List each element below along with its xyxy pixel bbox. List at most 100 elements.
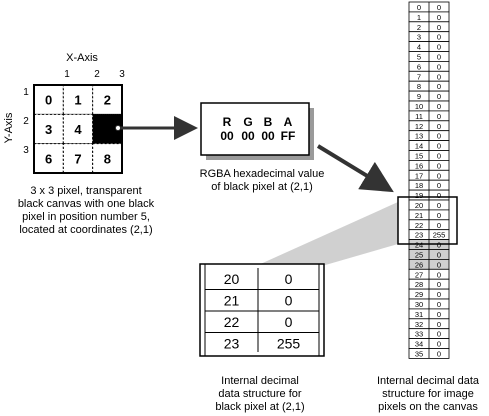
array-index-cell: 26 bbox=[415, 260, 423, 269]
array-value-cell: 0 bbox=[437, 241, 441, 250]
zoom-table-frame bbox=[199, 263, 325, 357]
array-value-cell: 0 bbox=[437, 251, 441, 260]
array-value-cell: 0 bbox=[437, 102, 441, 111]
grid-cell-label: 3 bbox=[45, 122, 52, 137]
zoom-value-cell: 0 bbox=[285, 271, 293, 287]
grid-cell-label: 4 bbox=[74, 122, 82, 137]
array-index-cell: 3 bbox=[417, 33, 421, 42]
array-index-cell: 4 bbox=[417, 43, 421, 52]
grid-cell-label: 1 bbox=[74, 93, 81, 108]
x-tick: 3 bbox=[119, 69, 125, 80]
array-index-cell: 17 bbox=[415, 171, 423, 180]
array-index-cell: 13 bbox=[415, 132, 423, 141]
array-value-cell: 255 bbox=[433, 231, 446, 240]
array-value-cell: 0 bbox=[437, 82, 441, 91]
zoom-index-cell: 22 bbox=[224, 314, 240, 330]
zoom-value-cell: 0 bbox=[285, 293, 293, 309]
array-value-cell: 0 bbox=[437, 181, 441, 190]
array-value-cell: 0 bbox=[437, 171, 441, 180]
rgba-channel-value: 00 bbox=[241, 129, 255, 143]
zoom-index-cell: 23 bbox=[224, 336, 240, 352]
array-index-cell: 35 bbox=[415, 350, 423, 359]
grid-cells: 0 1 2 3 4 5 6 7 8 bbox=[33, 84, 123, 174]
grid-cell-label: 2 bbox=[104, 93, 111, 108]
x-tick: 1 bbox=[64, 69, 70, 80]
rgba-box-frame bbox=[200, 102, 310, 156]
array-index-cell: 28 bbox=[415, 280, 423, 289]
array-value-cell: 0 bbox=[437, 33, 441, 42]
array-index-cell: 31 bbox=[415, 310, 423, 319]
zoom-beam bbox=[256, 202, 398, 266]
array-index-cell: 11 bbox=[415, 112, 423, 121]
y-tick: 2 bbox=[23, 116, 29, 127]
array-index-cell: 16 bbox=[415, 161, 423, 170]
array-index-cell: 15 bbox=[415, 152, 423, 161]
zoom-caption-line: Internal decimal bbox=[221, 375, 299, 387]
array-value-cell: 0 bbox=[437, 152, 441, 161]
array-index-cell: 6 bbox=[417, 62, 421, 71]
rgba-channel-value: 00 bbox=[261, 129, 275, 143]
y-tick: 3 bbox=[23, 145, 29, 156]
array-value-cell: 0 bbox=[437, 290, 441, 299]
array-value-cell: 0 bbox=[437, 330, 441, 339]
array-index-cell: 34 bbox=[415, 340, 423, 349]
array-index-cell: 18 bbox=[415, 181, 423, 190]
array-index-cell: 8 bbox=[417, 82, 421, 91]
array-highlight-box bbox=[397, 196, 458, 245]
rgba-channel-label: A bbox=[284, 115, 293, 129]
array-index-cell: 24 bbox=[415, 241, 423, 250]
array-value-cell: 0 bbox=[437, 43, 441, 52]
array-value-cell: 0 bbox=[437, 62, 441, 71]
grid-cell-label: 8 bbox=[104, 151, 111, 166]
array-value-cell: 0 bbox=[437, 280, 441, 289]
array-value-cell: 0 bbox=[437, 142, 441, 151]
array-index-cell: 33 bbox=[415, 330, 423, 339]
rgba-caption-line: of black pixel at (2,1) bbox=[211, 181, 313, 193]
grid-caption-line: pixel in position number 5, bbox=[22, 211, 150, 223]
rgba-channel-label: B bbox=[264, 115, 273, 129]
zoom-value-cell: 255 bbox=[277, 336, 301, 352]
array-value-cell: 0 bbox=[437, 3, 441, 12]
array-index-cell: 23 bbox=[415, 231, 423, 240]
y-tick: 1 bbox=[23, 87, 29, 98]
rgba-channel-label: R bbox=[223, 115, 232, 129]
array-value-cell: 0 bbox=[437, 310, 441, 319]
array-index-cell: 20 bbox=[415, 201, 423, 210]
array-index-cell: 14 bbox=[415, 142, 423, 151]
array-index-cell: 9 bbox=[417, 92, 421, 101]
zoom-index-cell: 21 bbox=[224, 293, 240, 309]
rgba-caption-line: RGBA hexadecimal value bbox=[200, 168, 325, 180]
array-index-cell: 25 bbox=[415, 251, 423, 260]
array-value-cell: 0 bbox=[437, 122, 441, 131]
array-value-cell: 0 bbox=[437, 260, 441, 269]
array-value-cell: 0 bbox=[437, 161, 441, 170]
array-index-cell: 2 bbox=[417, 23, 421, 32]
array-index-cell: 19 bbox=[415, 191, 423, 200]
array-index-cell: 10 bbox=[415, 102, 423, 111]
pixel-array: 0 01 02 03 04 05 06 07 08 09 010 011 012 013 014 015 016… bbox=[377, 1, 480, 413]
zoom-index-cell: 20 bbox=[224, 271, 240, 287]
array-value-cell: 0 bbox=[437, 92, 441, 101]
grid-caption-line: 3 x 3 pixel, transparent bbox=[30, 185, 141, 197]
grid-cell-label: 0 bbox=[45, 93, 52, 108]
y-axis-label: Y-Axis bbox=[3, 112, 15, 143]
array-index-cell: 1 bbox=[417, 13, 421, 22]
x-axis-label: X-Axis bbox=[66, 52, 98, 64]
array-value-cell: 0 bbox=[437, 112, 441, 121]
zoom-caption-line: data structure for bbox=[218, 388, 301, 400]
x-tick: 2 bbox=[94, 69, 100, 80]
array-value-cell: 0 bbox=[437, 350, 441, 359]
array-value-cell: 0 bbox=[437, 13, 441, 22]
array-value-cell: 0 bbox=[437, 340, 441, 349]
array-value-cell: 0 bbox=[437, 300, 441, 309]
array-index-cell: 32 bbox=[415, 320, 423, 329]
array-index-cell: 7 bbox=[417, 72, 421, 81]
rgba-channel-value: FF bbox=[281, 129, 296, 143]
grid-cell-label: 7 bbox=[74, 151, 81, 166]
grid-caption-line: located at coordinates (2,1) bbox=[19, 224, 152, 236]
array-caption-line: pixels on the canvas bbox=[378, 401, 478, 413]
zoom-value-cell: 0 bbox=[285, 314, 293, 330]
array-index-cell: 5 bbox=[417, 53, 421, 62]
array-index-cell: 29 bbox=[415, 290, 423, 299]
